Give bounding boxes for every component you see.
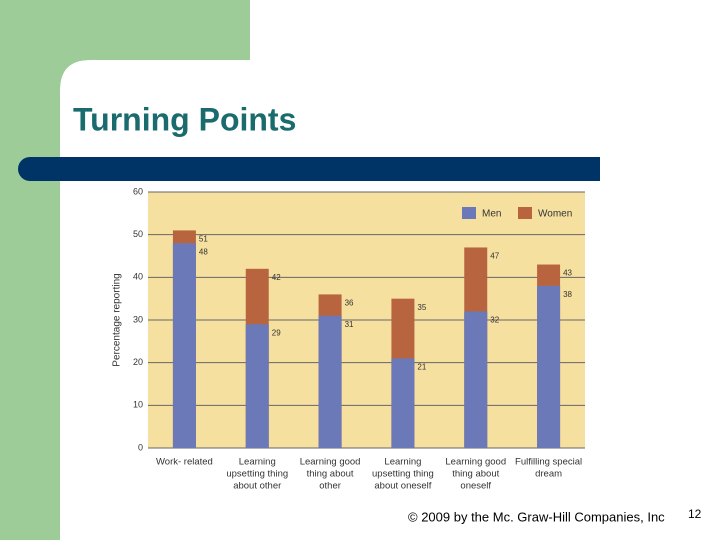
footer: © 2009 by the Mc. Graw-Hill Companies, I…: [408, 509, 665, 524]
value-label: 38: [563, 290, 572, 299]
x-tick-label: Learning: [239, 457, 276, 468]
y-tick-label: 60: [133, 186, 143, 196]
value-label: 32: [490, 316, 499, 325]
value-label: 29: [272, 328, 281, 337]
x-tick-label: thing about: [307, 469, 354, 480]
value-label: 47: [490, 252, 499, 261]
x-tick-label: upsetting thing: [226, 469, 288, 480]
value-label: 48: [199, 247, 208, 256]
x-tick-label: Fulfilling special: [515, 457, 582, 468]
x-tick-label: other: [319, 481, 341, 492]
x-tick-label: Learning: [384, 457, 421, 468]
value-label: 35: [417, 303, 426, 312]
bar: [245, 324, 269, 448]
x-tick-label: oneself: [460, 481, 491, 492]
x-tick-label: dream: [535, 469, 562, 480]
top-block: [0, 0, 250, 60]
y-tick-label: 20: [133, 357, 143, 367]
bar: [172, 243, 196, 448]
value-label: 42: [272, 273, 281, 282]
y-tick-label: 40: [133, 272, 143, 282]
title-bar: [18, 157, 600, 181]
x-tick-label: about other: [233, 481, 281, 492]
chart: Percentage reporting 0 10 20 30 40 50 60 Work- …: [112, 186, 585, 492]
legend-label: Men: [482, 209, 501, 220]
slide-title: Turning Points: [73, 101, 296, 137]
value-label: 51: [199, 235, 208, 244]
x-tick-label: upsetting thing: [372, 469, 434, 480]
bar: [318, 315, 342, 448]
value-label: 36: [345, 299, 354, 308]
y-axis-label: Percentage reporting: [112, 273, 123, 366]
y-tick-label: 0: [138, 442, 143, 452]
page-number: 12: [688, 507, 702, 521]
x-tick-label: thing about: [452, 469, 499, 480]
side-strip: [0, 0, 60, 540]
x-tick-label: Learning good: [445, 457, 506, 468]
value-label: 43: [563, 269, 572, 278]
corner-fill: [60, 60, 90, 90]
legend-label: Women: [538, 209, 572, 220]
legend-swatch: [462, 207, 476, 219]
y-tick-label: 10: [133, 400, 143, 410]
value-label: 21: [417, 363, 426, 372]
bar: [464, 311, 488, 448]
bar: [537, 285, 561, 448]
x-tick-label: Learning good: [300, 457, 361, 468]
value-label: 31: [345, 320, 354, 329]
legend-swatch: [518, 207, 532, 219]
y-tick-label: 30: [133, 314, 143, 324]
x-tick-label: about oneself: [374, 481, 431, 492]
x-tick-label: Work- related: [156, 457, 213, 468]
y-tick-label: 50: [133, 229, 143, 239]
bar: [391, 358, 415, 448]
